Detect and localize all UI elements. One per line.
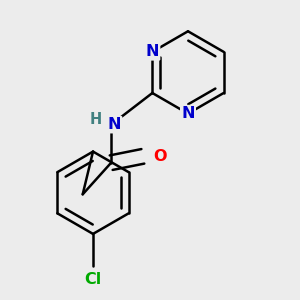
Text: N: N [181, 106, 195, 121]
Text: Cl: Cl [84, 272, 102, 287]
Text: N: N [108, 117, 121, 132]
Text: H: H [89, 112, 101, 128]
Text: N: N [146, 44, 159, 59]
Text: O: O [154, 149, 167, 164]
